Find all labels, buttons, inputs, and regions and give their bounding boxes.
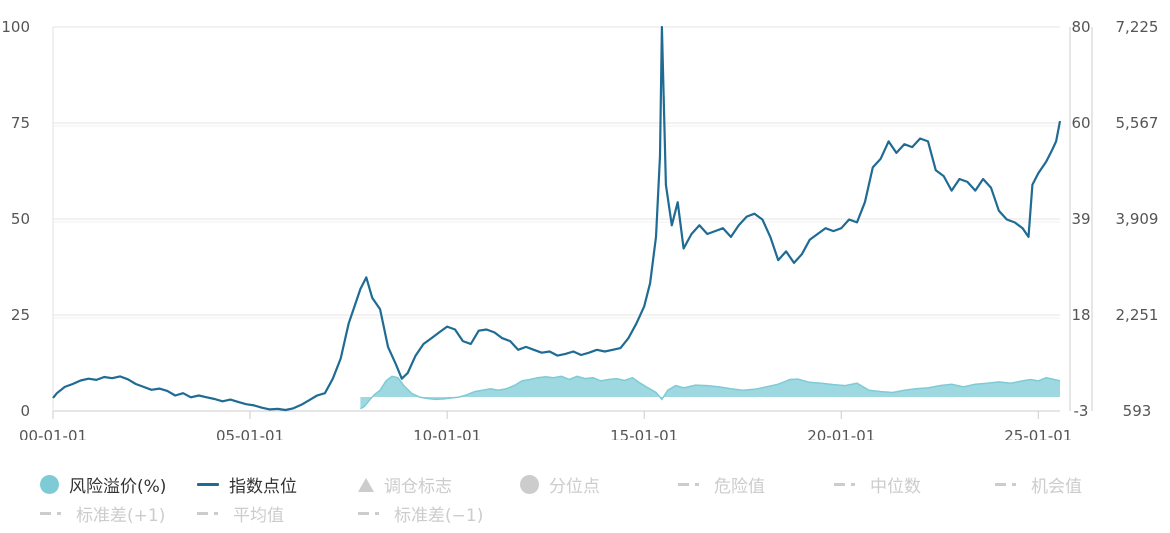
legend-item-row1-0[interactable]: 风险溢价(%) xyxy=(40,472,166,497)
chart-area: 00-01-01 05-01-01 10-01-01 15-01-01 20-01-01… xyxy=(1,18,1159,445)
legend-label: 机会值 xyxy=(1031,477,1082,497)
legend-circle-icon xyxy=(40,475,59,494)
legend-label: 标准差(−1) xyxy=(394,506,484,526)
legend-dash-icon xyxy=(995,483,1021,486)
legend-label: 风险溢价(%) xyxy=(69,477,167,497)
legend-dash-icon xyxy=(197,512,223,515)
legend-item-row1-6[interactable]: 机会值 xyxy=(995,472,1082,497)
y-right-2-tick-label: 593 xyxy=(1123,402,1152,420)
legend-label: 分位点 xyxy=(549,477,600,497)
legend-line-icon xyxy=(197,483,219,486)
legend-dash-icon xyxy=(40,512,66,515)
series-area-risk-premium xyxy=(360,376,1060,409)
y-right-2-tick-label: 7,225 xyxy=(1116,18,1159,36)
x-tick-label: 00-01-01 xyxy=(19,427,87,440)
legend-item-row1-2[interactable]: 调仓标志 xyxy=(358,472,452,497)
legend-label: 中位数 xyxy=(870,477,921,497)
series-area-outline xyxy=(360,375,1061,410)
y-right-2-tick-label: 2,251 xyxy=(1116,306,1159,324)
legend: 风险溢价(%) 指数点位 调仓标志 分位点 危险值 中位数 机会值 标准差(+1) 平均值 标准… xyxy=(0,440,1170,533)
legend-item-row1-5[interactable]: 中位数 xyxy=(834,472,921,497)
legend-circle-icon xyxy=(520,475,539,494)
legend-item-row2-1[interactable]: 平均值 xyxy=(197,501,284,526)
legend-label: 危险值 xyxy=(714,477,765,497)
legend-dash-icon xyxy=(358,512,384,515)
y-right-1-tick-label: 39 xyxy=(1071,210,1090,228)
legend-item-row1-4[interactable]: 危险值 xyxy=(678,472,765,497)
x-tick-label: 15-01-01 xyxy=(610,427,678,440)
x-tick-label: 05-01-01 xyxy=(216,427,284,440)
y-right-1-tick-label: 18 xyxy=(1071,306,1090,324)
legend-item-row2-2[interactable]: 标准差(−1) xyxy=(358,501,483,526)
x-tick-label: 20-01-01 xyxy=(807,427,875,440)
y-right-1-tick-label: -3 xyxy=(1074,402,1089,420)
y-left-tick-label: 25 xyxy=(11,306,30,324)
series-line-index xyxy=(52,25,1062,412)
x-tick-label: 10-01-01 xyxy=(413,427,481,440)
y-right-1-tick-label: 80 xyxy=(1071,18,1090,36)
y-left-tick-label: 50 xyxy=(11,210,30,228)
y-right-1-tick-label: 60 xyxy=(1071,114,1090,132)
y-right-2-tick-label: 3,909 xyxy=(1116,210,1159,228)
legend-item-row2-0[interactable]: 标准差(+1) xyxy=(40,501,165,526)
legend-item-row1-3[interactable]: 分位点 xyxy=(520,472,600,497)
y-left-tick-label: 100 xyxy=(1,18,30,36)
legend-dash-icon xyxy=(678,483,704,486)
y-left-tick-label: 75 xyxy=(11,114,30,132)
legend-item-row1-1[interactable]: 指数点位 xyxy=(197,472,297,497)
legend-triangle-icon xyxy=(358,477,374,492)
legend-label: 平均值 xyxy=(233,506,284,526)
y-left-tick-label: 0 xyxy=(20,402,30,420)
legend-label: 调仓标志 xyxy=(384,477,452,497)
y-right-2-tick-label: 5,567 xyxy=(1116,114,1159,132)
x-tick-label: 25-01-01 xyxy=(1004,427,1072,440)
legend-dash-icon xyxy=(834,483,860,486)
chart-svg: 00-01-01 05-01-01 10-01-01 15-01-01 20-01-01… xyxy=(1,18,1159,445)
legend-label: 标准差(+1) xyxy=(76,506,166,526)
legend-label: 指数点位 xyxy=(229,477,297,497)
